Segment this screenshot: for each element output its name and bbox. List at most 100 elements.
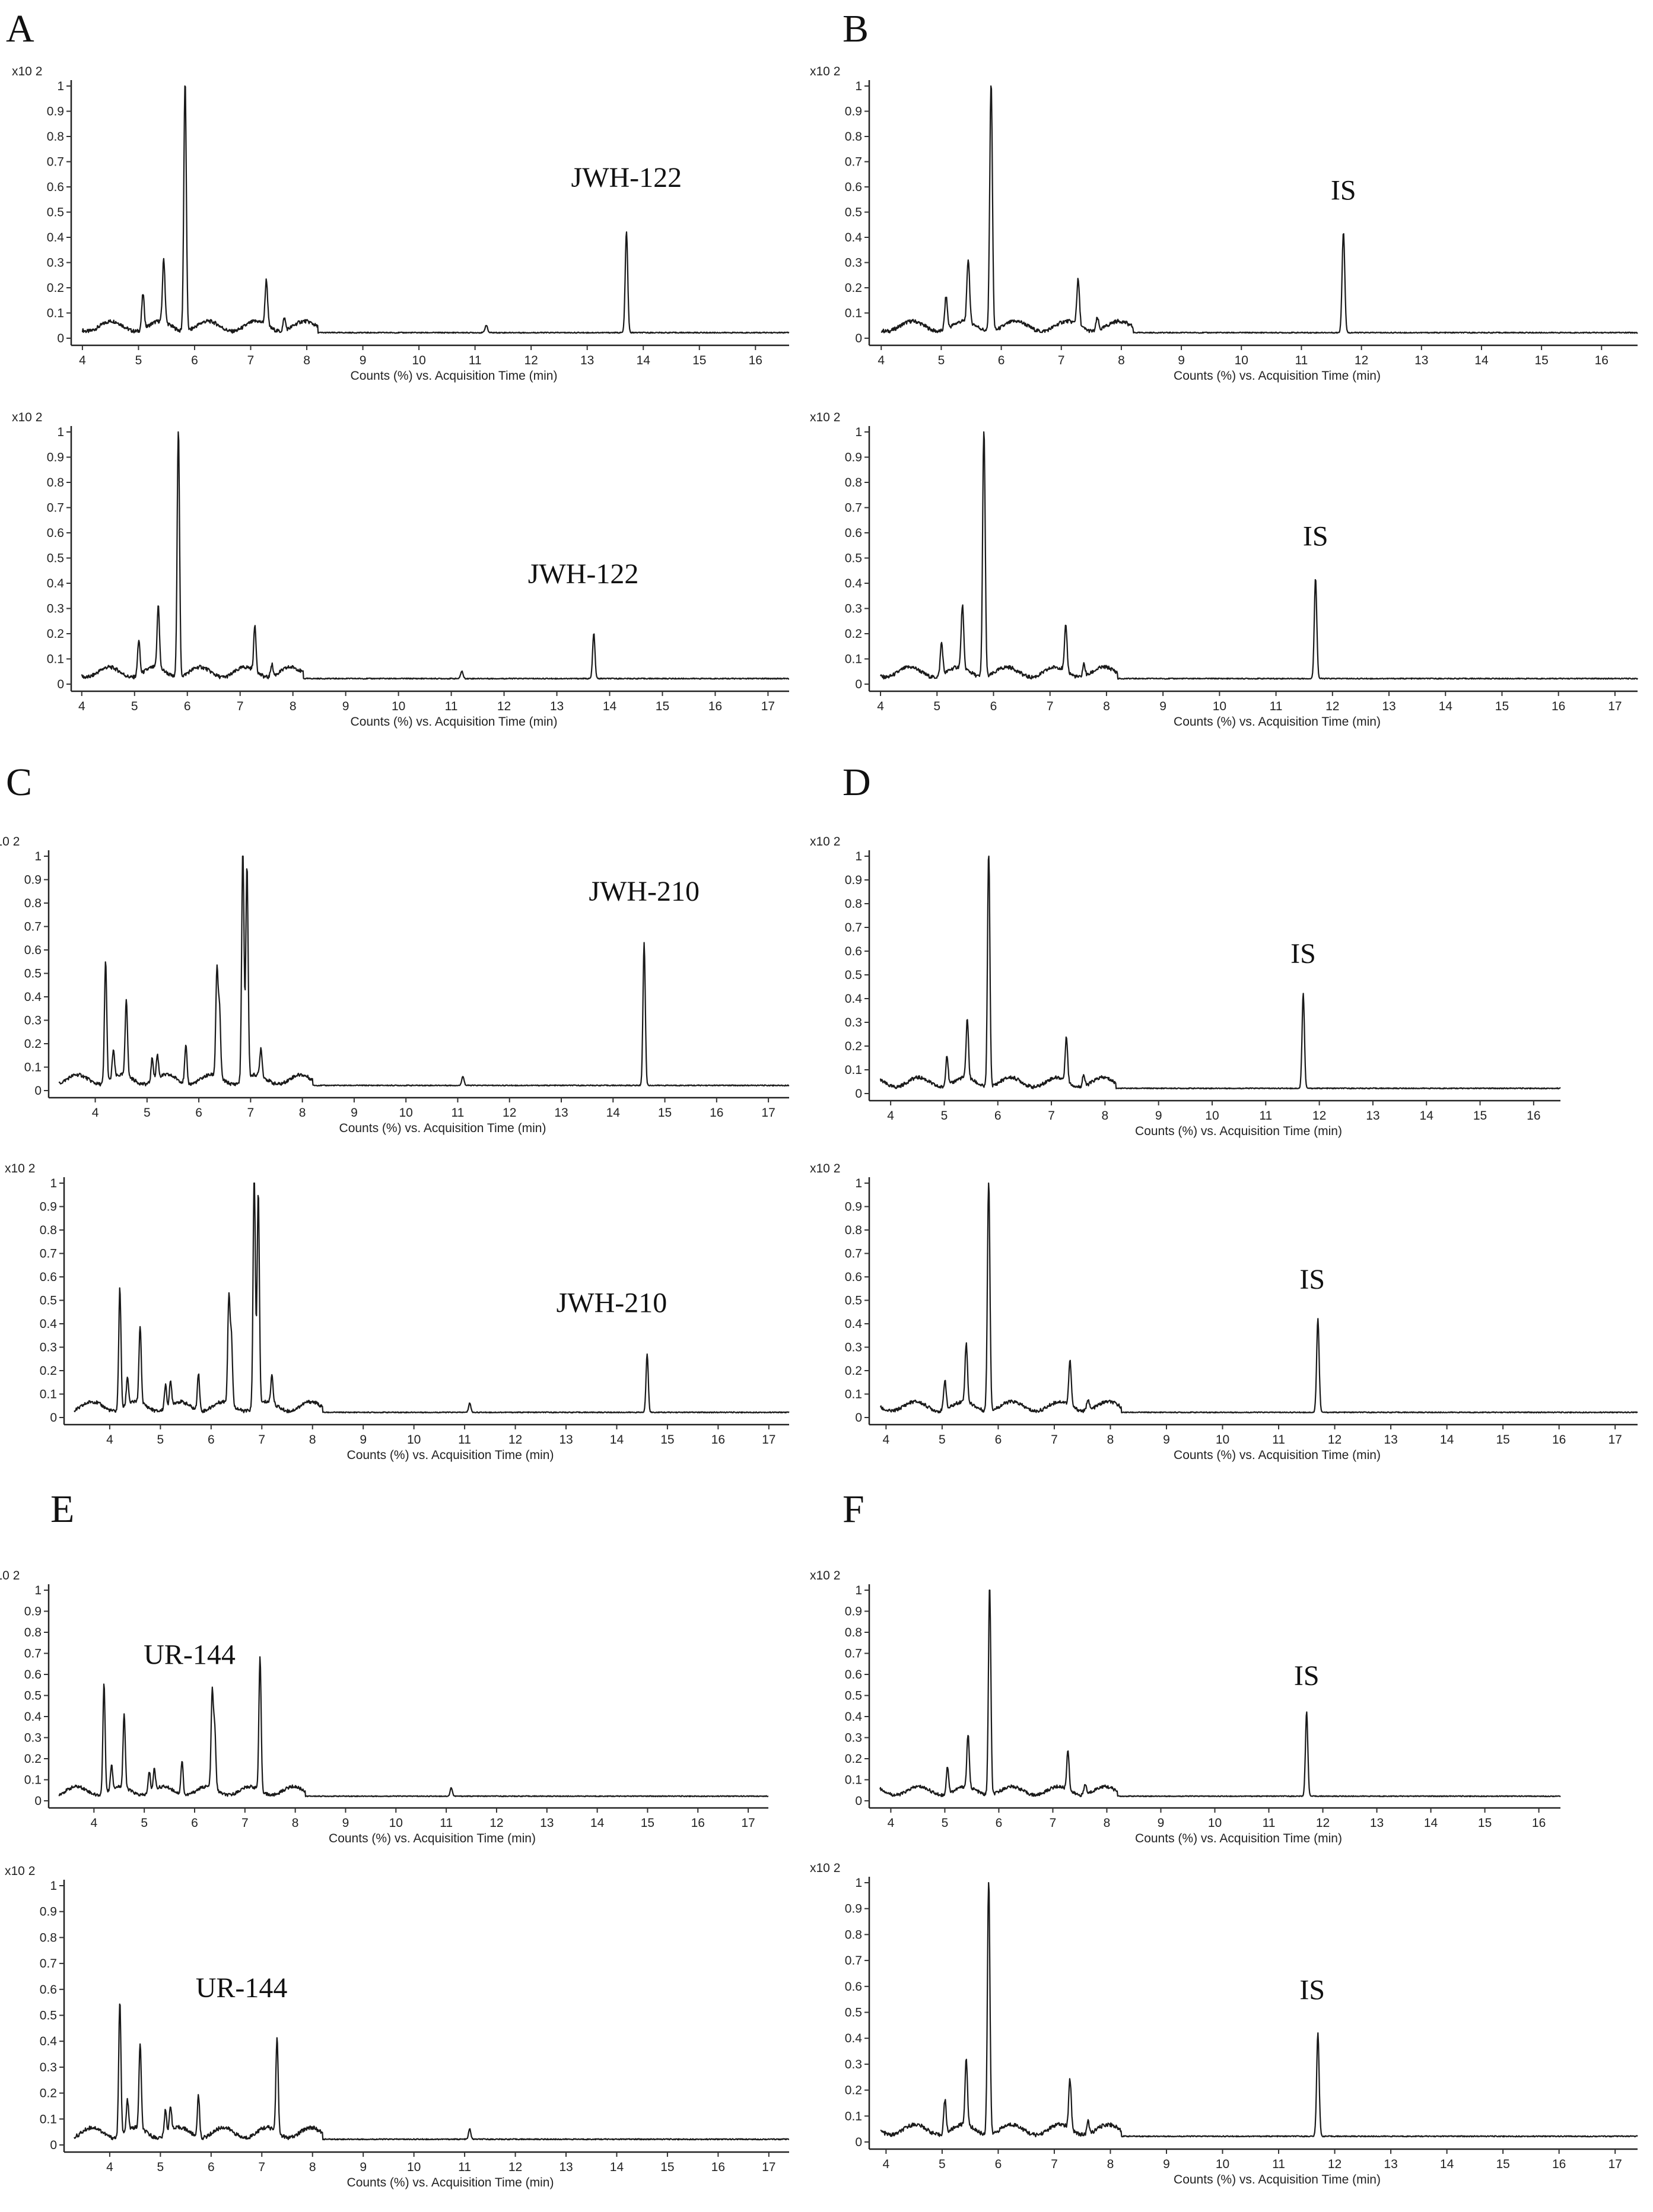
y-tick-label: 0.3: [40, 2061, 57, 2074]
y-tick-label: 0.8: [845, 476, 862, 490]
x-tick-label: 5: [131, 700, 138, 713]
y-tick-label: 0.7: [47, 501, 64, 515]
x-tick-label: 14: [606, 1106, 621, 1120]
y-tick-label: 0.9: [845, 1605, 862, 1619]
chart-panel-b-is: x10 200.10.20.30.40.50.60.70.80.914 5 6 7 8 9…: [810, 411, 1638, 729]
x-tick-label: 6: [998, 354, 1005, 367]
x-tick-label: 15: [656, 700, 669, 713]
y-tick-label: 0.5: [24, 1689, 42, 1703]
y-tick-label: 0.3: [845, 2058, 862, 2071]
x-tick-label: 11: [1270, 700, 1283, 713]
x-tick-label: 17: [741, 1816, 755, 1830]
x-tick-label: 11: [469, 354, 482, 367]
x-tick-label: 11: [458, 2160, 471, 2174]
y-tick-label: 0.8: [24, 897, 42, 910]
x-axis-label: Counts (%) vs. Acquisition Time (min): [329, 1832, 536, 1845]
peak-annotation: IS: [1294, 1660, 1320, 1692]
x-tick-label: 12: [497, 700, 511, 713]
panel-letter-c: C: [6, 761, 32, 804]
y-tick-label: 0.7: [24, 1647, 42, 1661]
x-tick-label: 8: [303, 354, 310, 367]
x-tick-label: 15: [1496, 2157, 1509, 2171]
x-tick-label: 11: [1263, 1816, 1276, 1830]
y-tick-label: 0.6: [24, 1668, 42, 1682]
y-tick-label: 0.6: [845, 1270, 862, 1284]
x-tick-label: 15: [1478, 1816, 1492, 1830]
y-tick-label: 0.2: [845, 627, 862, 641]
y-tick-label: 0.6: [40, 1270, 57, 1284]
x-tick-label: 4: [106, 1433, 113, 1447]
x-tick-label: 8: [1118, 354, 1125, 367]
chromatogram-trace: [879, 1589, 1561, 1797]
y-tick-label: 0.7: [845, 1247, 862, 1261]
y-tick-label: 1: [34, 850, 42, 863]
x-tick-label: 4: [883, 1433, 890, 1447]
x-tick-label: 6: [208, 2160, 215, 2174]
y-tick-label: 0: [855, 2135, 862, 2149]
y-tick-label: 0.8: [24, 1626, 42, 1639]
panel-letter-d: D: [843, 761, 871, 804]
y-tick-label: 0: [34, 1084, 42, 1098]
y-tick-label: 0.4: [47, 231, 65, 244]
x-tick-label: 5: [141, 1816, 148, 1830]
x-tick-label: 6: [208, 1433, 215, 1447]
x-tick-label: 17: [761, 700, 775, 713]
y-tick-label: 1: [50, 1879, 57, 1893]
y-tick-label: 0.5: [845, 1294, 862, 1308]
x-tick-label: 8: [292, 1816, 299, 1830]
x-axis-label: Counts (%) vs. Acquisition Time (min): [347, 2176, 554, 2189]
y-multiplier-label: x10 2: [810, 1569, 840, 1582]
y-tick-label: 0.3: [845, 602, 862, 616]
y-tick-label: 0: [855, 332, 862, 345]
y-tick-label: 0.2: [40, 1364, 57, 1378]
x-tick-label: 17: [1608, 700, 1622, 713]
peak-annotation: JWH-210: [589, 876, 700, 907]
y-tick-label: 1: [57, 425, 64, 439]
x-tick-label: 4: [106, 2160, 113, 2174]
y-tick-label: 0.9: [40, 1200, 57, 1214]
y-tick-label: 0.4: [845, 1317, 863, 1331]
x-tick-label: 6: [184, 700, 191, 713]
x-tick-label: 9: [1158, 1816, 1165, 1830]
x-tick-label: 13: [1370, 1816, 1384, 1830]
x-tick-label: 15: [692, 354, 706, 367]
y-tick-label: 0: [50, 1411, 57, 1425]
x-tick-label: 15: [660, 1433, 674, 1447]
x-tick-label: 10: [1216, 1433, 1229, 1447]
peak-annotation: UR-144: [196, 1972, 288, 2004]
x-tick-label: 7: [1051, 1433, 1058, 1447]
y-tick-label: 0.3: [47, 256, 64, 270]
x-tick-label: 15: [1473, 1109, 1487, 1123]
y-tick-label: 1: [855, 1876, 862, 1890]
y-multiplier-label: x10 2: [5, 1864, 35, 1878]
chromatogram-trace: [879, 1182, 1638, 1414]
y-tick-label: 0.5: [47, 552, 64, 565]
peak-annotation: JWH-122: [571, 162, 682, 193]
y-tick-label: 0: [34, 1794, 42, 1808]
peak-annotation: JWH-210: [557, 1287, 667, 1318]
y-tick-label: 0.4: [47, 577, 65, 590]
y-tick-label: 0.7: [845, 1954, 862, 1968]
x-tick-label: 10: [1208, 1816, 1222, 1830]
y-tick-label: 0.5: [845, 2006, 862, 2020]
y-tick-label: 0.1: [40, 2112, 57, 2126]
x-tick-label: 10: [392, 700, 405, 713]
y-tick-label: 0.1: [845, 307, 862, 320]
x-tick-label: 14: [1420, 1109, 1434, 1123]
y-tick-label: 0: [57, 678, 64, 691]
x-tick-label: 12: [1328, 2157, 1342, 2171]
y-tick-label: 0.4: [845, 1710, 863, 1724]
x-tick-label: 4: [888, 1816, 895, 1830]
y-tick-label: 0.8: [845, 1223, 862, 1237]
x-tick-label: 11: [452, 1106, 465, 1120]
x-tick-label: 16: [1552, 2157, 1566, 2171]
x-tick-label: 12: [1355, 354, 1368, 367]
peak-annotation: UR-144: [144, 1639, 236, 1670]
y-tick-label: 0.7: [845, 921, 862, 935]
x-tick-label: 14: [1439, 700, 1453, 713]
y-tick-label: 0.5: [845, 206, 862, 220]
x-tick-label: 14: [1440, 1433, 1454, 1447]
chart-panel-a-is: x10 200.10.20.30.40.50.60.70.80.914 5 6 7 8 9…: [810, 65, 1638, 383]
x-tick-label: 4: [78, 700, 85, 713]
